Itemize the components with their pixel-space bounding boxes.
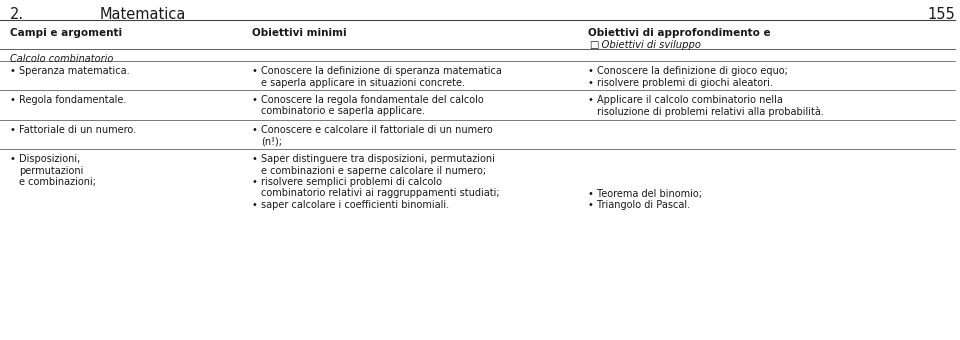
Text: • Speranza matematica.: • Speranza matematica. bbox=[10, 66, 130, 76]
Text: combinatorio relativi ai raggruppamenti studiati;: combinatorio relativi ai raggruppamenti … bbox=[261, 188, 499, 199]
Text: • Conoscere e calcolare il fattoriale di un numero: • Conoscere e calcolare il fattoriale di… bbox=[252, 125, 492, 135]
Text: □ Obiettivi di sviluppo: □ Obiettivi di sviluppo bbox=[590, 39, 701, 50]
Text: • Triangolo di Pascal.: • Triangolo di Pascal. bbox=[588, 200, 690, 210]
Text: • Conoscere la definizione di gioco equo;: • Conoscere la definizione di gioco equo… bbox=[588, 66, 788, 76]
Text: • Disposizioni,: • Disposizioni, bbox=[10, 154, 81, 164]
Text: • Saper distinguere tra disposizioni, permutazioni: • Saper distinguere tra disposizioni, pe… bbox=[252, 154, 494, 164]
Text: e combinazioni;: e combinazioni; bbox=[19, 177, 96, 187]
Text: risoluzione di problemi relativi alla probabilità.: risoluzione di problemi relativi alla pr… bbox=[597, 106, 824, 117]
Text: combinatorio e saperla applicare.: combinatorio e saperla applicare. bbox=[261, 106, 425, 117]
Text: 155: 155 bbox=[927, 7, 955, 22]
Text: • Conoscere la regola fondamentale del calcolo: • Conoscere la regola fondamentale del c… bbox=[252, 95, 484, 105]
Text: • Regola fondamentale.: • Regola fondamentale. bbox=[10, 95, 127, 105]
Text: permutazioni: permutazioni bbox=[19, 166, 84, 175]
Text: • Teorema del binomio;: • Teorema del binomio; bbox=[588, 188, 702, 199]
Text: e combinazioni e saperne calcolare il numero;: e combinazioni e saperne calcolare il nu… bbox=[261, 166, 486, 175]
Text: Matematica: Matematica bbox=[100, 7, 186, 22]
Text: (n!);: (n!); bbox=[261, 136, 282, 147]
Text: Calcolo combinatorio: Calcolo combinatorio bbox=[10, 54, 113, 64]
Text: e saperla applicare in situazioni concrete.: e saperla applicare in situazioni concre… bbox=[261, 78, 465, 87]
Text: Obiettivi minimi: Obiettivi minimi bbox=[252, 28, 347, 38]
Text: 2.: 2. bbox=[10, 7, 24, 22]
Text: • risolvere semplici problemi di calcolo: • risolvere semplici problemi di calcolo bbox=[252, 177, 442, 187]
Text: Obiettivi di approfondimento e: Obiettivi di approfondimento e bbox=[588, 28, 771, 38]
Text: Campi e argomenti: Campi e argomenti bbox=[10, 28, 122, 38]
Text: • saper calcolare i coefficienti binomiali.: • saper calcolare i coefficienti binomia… bbox=[252, 200, 449, 210]
Text: • Conoscere la definizione di speranza matematica: • Conoscere la definizione di speranza m… bbox=[252, 66, 502, 76]
Text: • Applicare il calcolo combinatorio nella: • Applicare il calcolo combinatorio nell… bbox=[588, 95, 782, 105]
Text: • risolvere problemi di giochi aleatori.: • risolvere problemi di giochi aleatori. bbox=[588, 78, 773, 87]
Text: • Fattoriale di un numero.: • Fattoriale di un numero. bbox=[10, 125, 136, 135]
